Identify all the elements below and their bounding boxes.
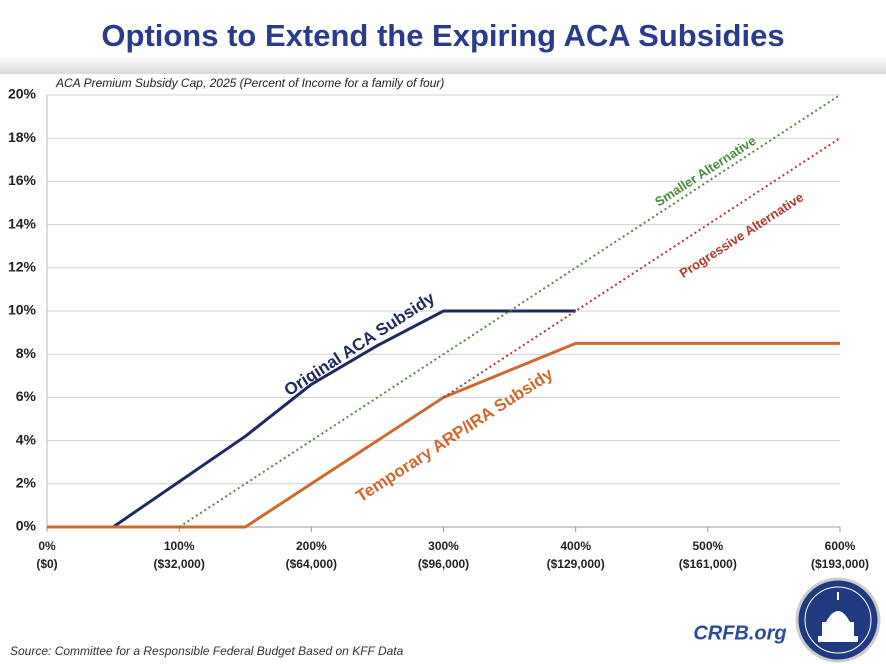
y-tick-label: 10% — [8, 302, 37, 318]
y-tick-label: 14% — [8, 215, 37, 231]
series-line — [178, 94, 841, 528]
series-label: Temporary ARP/IRA Subsidy — [352, 364, 556, 506]
x-tick-label: 200% — [296, 539, 327, 553]
x-tick-label: 500% — [692, 539, 723, 553]
source: Source: Committee for a Responsible Fede… — [10, 644, 404, 658]
subtitle: ACA Premium Subsidy Cap, 2025 (Percent o… — [55, 76, 444, 90]
x-tick-sublabel: ($32,000) — [153, 557, 204, 571]
x-tick-label: 300% — [428, 539, 459, 553]
header-band — [0, 56, 886, 74]
x-tick-label: 400% — [560, 539, 591, 553]
y-tick-label: 12% — [8, 259, 37, 275]
y-tick-label: 20% — [8, 86, 37, 102]
logo — [795, 577, 881, 663]
brand: CRFB.org — [693, 622, 786, 644]
y-tick-label: 2% — [16, 475, 37, 491]
x-tick-label: 600% — [825, 539, 856, 553]
y-tick-label: 16% — [8, 172, 37, 188]
series-line — [442, 137, 841, 399]
series-line — [47, 341, 840, 529]
y-tick-label: 8% — [16, 345, 37, 361]
x-tick-sublabel: ($0) — [36, 557, 57, 571]
series-label: Smaller Alternative — [652, 133, 759, 209]
y-tick-label: 4% — [16, 431, 37, 447]
x-tick-sublabel: ($64,000) — [286, 557, 337, 571]
y-tick-label: 6% — [16, 388, 37, 404]
x-tick-sublabel: ($161,000) — [679, 557, 737, 571]
x-tick-sublabel: ($129,000) — [547, 557, 605, 571]
x-tick-label: 0% — [38, 539, 56, 553]
series-label: Original ACA Subsidy — [281, 288, 439, 400]
x-tick-sublabel: ($96,000) — [418, 557, 469, 571]
x-tick-sublabel: ($193,000) — [811, 557, 869, 571]
chart-title: Options to Extend the Expiring ACA Subsi… — [101, 18, 784, 53]
y-tick-label: 18% — [8, 129, 37, 145]
x-tick-label: 100% — [164, 539, 195, 553]
y-tick-label: 0% — [16, 518, 37, 534]
